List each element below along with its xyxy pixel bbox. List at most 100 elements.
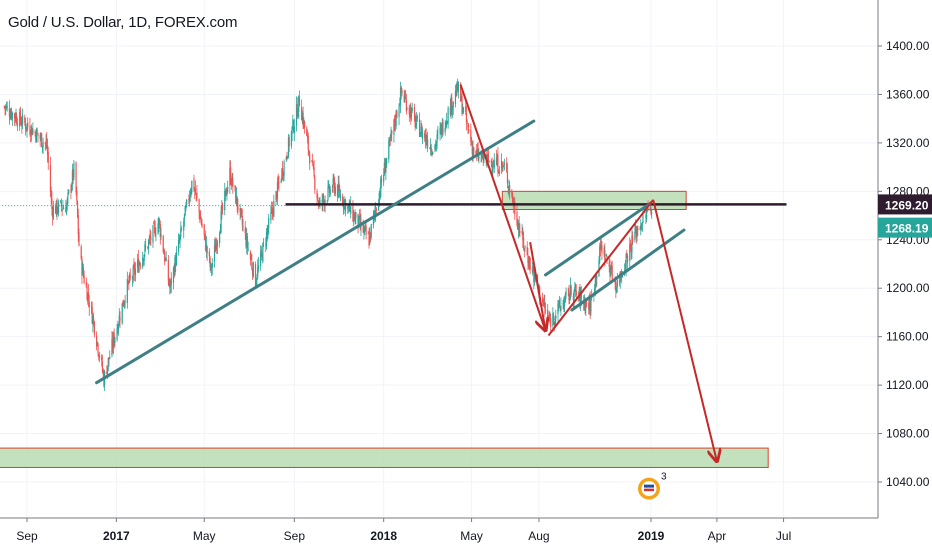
candle	[405, 93, 407, 115]
candle-body	[344, 200, 346, 203]
candle-body	[528, 262, 530, 268]
candle-body	[37, 133, 39, 136]
channel-lower-line[interactable]	[570, 228, 686, 312]
candle	[495, 149, 498, 166]
candle	[200, 216, 202, 226]
candle	[19, 106, 22, 126]
candle-body	[117, 326, 119, 332]
candle-body	[77, 215, 79, 235]
candle-body	[550, 318, 552, 327]
candle-body	[610, 272, 612, 275]
candle	[150, 230, 152, 247]
event-marker-icon[interactable]: 3	[638, 472, 667, 500]
candle	[435, 139, 437, 152]
candle-body	[476, 150, 478, 153]
candle-body	[542, 297, 544, 303]
candle	[487, 148, 490, 163]
candle-body	[323, 196, 325, 200]
candle	[29, 117, 31, 137]
candle	[388, 136, 391, 147]
candle-body	[216, 241, 219, 247]
candle	[163, 247, 165, 255]
candle-body	[4, 106, 6, 109]
candle-body	[595, 275, 597, 281]
candle	[78, 228, 80, 247]
candle	[61, 209, 63, 217]
candle	[436, 129, 438, 149]
major-uptrend-line[interactable]	[95, 119, 536, 385]
candle-body	[470, 143, 473, 145]
candle-body	[349, 203, 351, 212]
candle-body	[334, 187, 336, 195]
candle-body	[314, 178, 316, 190]
candle-body	[483, 155, 485, 161]
candle-body	[532, 268, 534, 273]
candle-body	[378, 192, 380, 204]
candle-body	[364, 224, 366, 228]
candle	[35, 127, 38, 143]
candle-body	[157, 223, 159, 234]
candle-body	[290, 131, 292, 146]
candle-body	[506, 162, 508, 173]
channel-bounce-arrow[interactable]	[547, 199, 654, 337]
candle	[237, 198, 239, 216]
candle-body	[641, 223, 643, 231]
candle	[41, 145, 43, 153]
drop-arrow-1[interactable]	[459, 84, 546, 331]
candle	[355, 211, 357, 225]
candle	[72, 169, 74, 184]
candle	[637, 225, 639, 237]
candle-body	[553, 322, 555, 324]
candle-body	[598, 260, 600, 277]
candle-body	[132, 266, 134, 281]
candle-body	[394, 118, 396, 125]
candle	[550, 313, 552, 332]
y-tick-label: 1400.00	[886, 39, 930, 53]
candle	[600, 238, 602, 251]
candle-body	[589, 297, 591, 314]
candle-body	[388, 140, 390, 160]
candle	[36, 127, 38, 134]
candle	[567, 287, 569, 297]
drop-arrow-2[interactable]	[529, 242, 547, 331]
candle-body	[153, 225, 156, 226]
candle-body	[230, 166, 232, 184]
candle	[290, 130, 292, 149]
candle	[240, 207, 242, 218]
channel-upper-line[interactable]	[544, 201, 652, 277]
forecast-arrow[interactable]	[652, 199, 717, 462]
candle-body	[119, 317, 121, 321]
candle	[127, 280, 129, 285]
candle	[257, 259, 259, 280]
candle-body	[179, 235, 181, 242]
candle-body	[114, 337, 116, 343]
candle-body	[353, 213, 355, 221]
candle	[164, 257, 167, 262]
candle-body	[486, 154, 488, 160]
candle-body	[133, 264, 135, 268]
candle-body	[60, 200, 62, 202]
candle-body	[405, 97, 407, 99]
candle	[615, 286, 618, 294]
candle	[209, 255, 211, 271]
candle-body	[261, 254, 263, 261]
candle-body	[312, 164, 314, 168]
target-zone[interactable]	[0, 447, 769, 468]
candle	[552, 307, 554, 332]
candle-body	[396, 111, 398, 118]
candle-body	[227, 186, 229, 192]
resistance-zone[interactable]	[501, 190, 687, 210]
candle	[384, 157, 386, 174]
candle	[98, 353, 100, 361]
candle	[108, 357, 110, 367]
candle	[590, 296, 592, 316]
candle-body	[282, 168, 284, 177]
y-tick-label: 1200.00	[886, 281, 930, 295]
time-axis-panel[interactable]	[0, 518, 878, 550]
candle	[42, 137, 44, 155]
price-axis-panel[interactable]	[878, 0, 932, 550]
candle	[416, 114, 418, 122]
candle-body	[72, 170, 74, 178]
candle-body	[246, 236, 249, 248]
candle-body	[339, 194, 342, 199]
